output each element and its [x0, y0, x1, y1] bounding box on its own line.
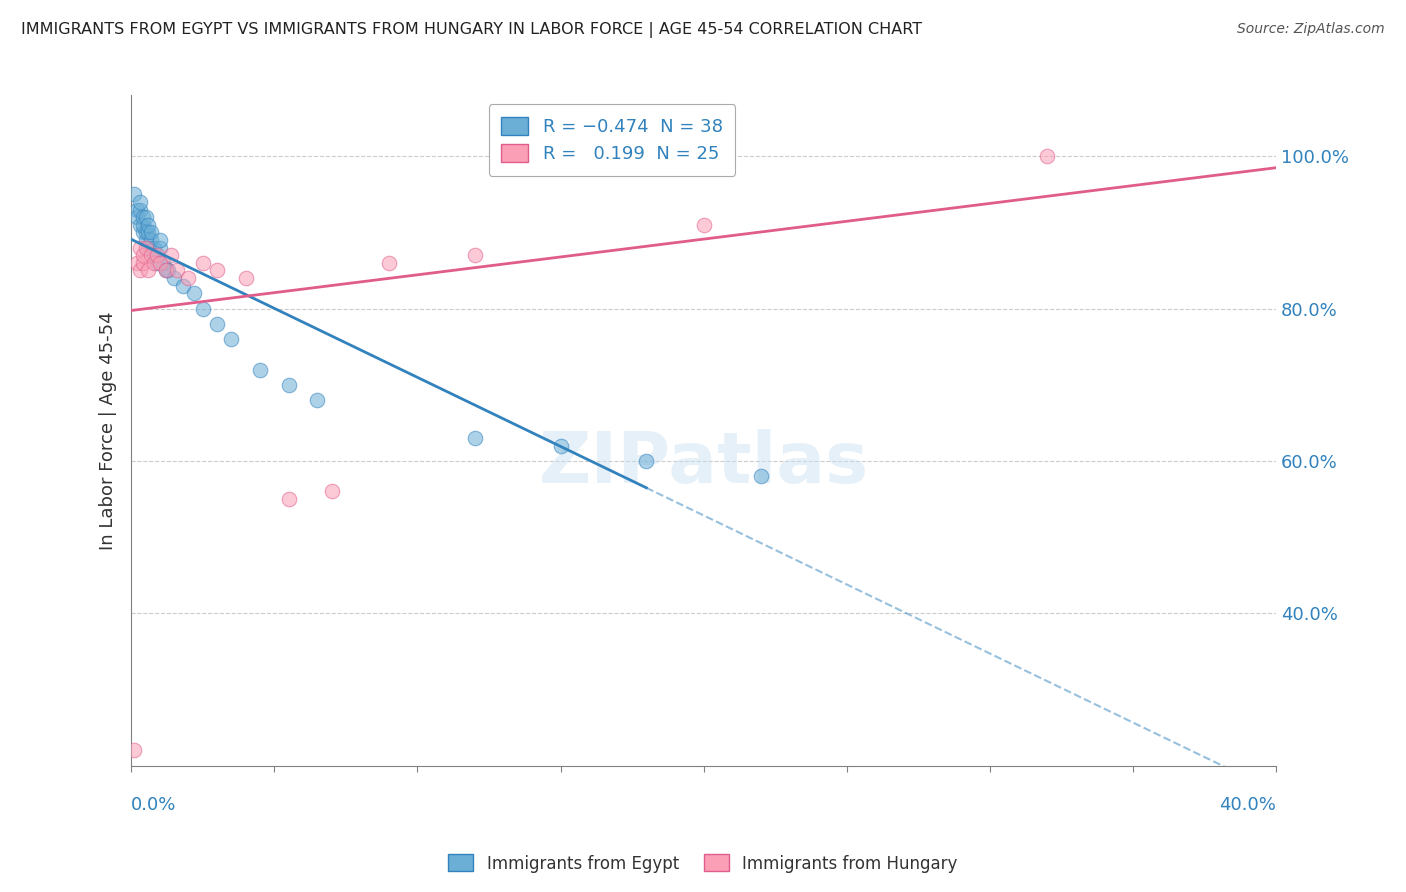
Point [152, 256, 174, 270]
Point [131, 248, 153, 262]
Point [128, 218, 150, 232]
Point [321, 484, 343, 499]
Point [141, 248, 163, 262]
Point [235, 271, 257, 285]
Point [138, 218, 160, 232]
Point [464, 248, 486, 262]
Point [205, 317, 228, 331]
Text: 0.0%: 0.0% [131, 796, 177, 814]
Point [1036, 149, 1059, 163]
Point [122, 187, 145, 202]
Point [636, 454, 658, 468]
Point [307, 392, 329, 407]
Point [550, 439, 572, 453]
Point [131, 218, 153, 232]
Point [191, 256, 214, 270]
Point [131, 226, 153, 240]
Point [143, 256, 166, 270]
Point [166, 263, 188, 277]
Point [138, 263, 160, 277]
Point [172, 278, 194, 293]
Point [125, 202, 148, 217]
Point [378, 256, 401, 270]
Text: Source: ZipAtlas.com: Source: ZipAtlas.com [1237, 22, 1385, 37]
Point [141, 233, 163, 247]
Text: 40.0%: 40.0% [1219, 796, 1277, 814]
Point [149, 256, 172, 270]
Point [155, 263, 177, 277]
Point [749, 469, 772, 483]
Point [277, 377, 299, 392]
Point [143, 241, 166, 255]
Point [135, 241, 157, 255]
Point [125, 210, 148, 224]
Point [183, 286, 205, 301]
Point [125, 256, 148, 270]
Legend: Immigrants from Egypt, Immigrants from Hungary: Immigrants from Egypt, Immigrants from H… [441, 847, 965, 880]
Point [131, 210, 153, 224]
Point [191, 301, 214, 316]
Point [249, 362, 271, 376]
Point [128, 202, 150, 217]
Point [692, 218, 714, 232]
Point [146, 256, 169, 270]
Point [163, 271, 186, 285]
Point [221, 332, 243, 346]
Point [141, 226, 163, 240]
Point [146, 248, 169, 262]
Point [122, 743, 145, 757]
Point [155, 263, 177, 277]
Point [138, 226, 160, 240]
Point [157, 263, 180, 277]
Y-axis label: In Labor Force | Age 45-54: In Labor Force | Age 45-54 [100, 311, 117, 549]
Text: ZIPatlas: ZIPatlas [538, 429, 869, 499]
Point [135, 233, 157, 247]
Point [135, 210, 157, 224]
Point [135, 226, 157, 240]
Point [128, 241, 150, 255]
Text: IMMIGRANTS FROM EGYPT VS IMMIGRANTS FROM HUNGARY IN LABOR FORCE | AGE 45-54 CORR: IMMIGRANTS FROM EGYPT VS IMMIGRANTS FROM… [21, 22, 922, 38]
Point [143, 248, 166, 262]
Point [131, 256, 153, 270]
Point [128, 263, 150, 277]
Point [160, 248, 183, 262]
Point [149, 241, 172, 255]
Point [128, 194, 150, 209]
Point [149, 233, 172, 247]
Point [277, 491, 299, 506]
Point [138, 241, 160, 255]
Point [177, 271, 200, 285]
Legend: R = −0.474  N = 38, R =   0.199  N = 25: R = −0.474 N = 38, R = 0.199 N = 25 [489, 104, 735, 176]
Point [464, 431, 486, 445]
Point [205, 263, 228, 277]
